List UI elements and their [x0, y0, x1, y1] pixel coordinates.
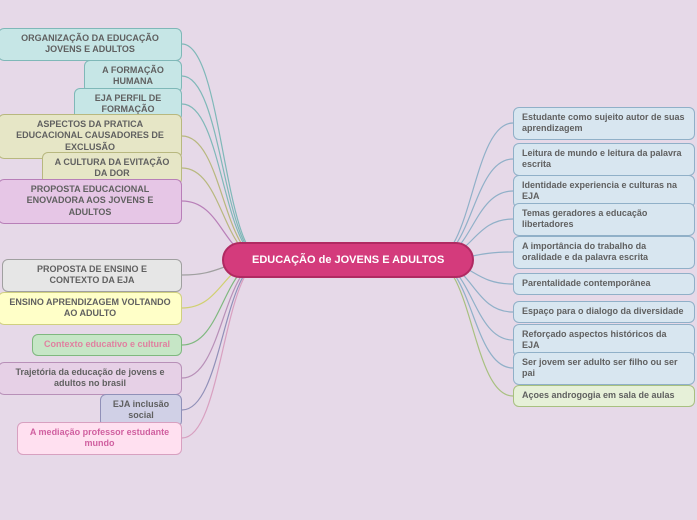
right-branch-5[interactable]: Parentalidade contemporânea: [513, 273, 695, 295]
center-topic[interactable]: EDUCAÇÃO de JOVENS E ADULTOS: [222, 242, 474, 278]
left-branch-7[interactable]: ENSINO APRENDIZAGEM VOLTANDO AO ADULTO: [0, 292, 182, 325]
left-branch-9[interactable]: Trajetória da educação de jovens e adult…: [0, 362, 182, 395]
left-branch-0[interactable]: ORGANIZAÇÃO DA EDUCAÇÃO JOVENS E ADULTOS: [0, 28, 182, 61]
right-branch-3[interactable]: Temas geradores a educação libertadores: [513, 203, 695, 236]
left-branch-8[interactable]: Contexto educativo e cultural: [32, 334, 182, 356]
right-branch-4[interactable]: A importância do trabalho da oralidade e…: [513, 236, 695, 269]
left-branch-11[interactable]: A mediação professor estudante mundo: [17, 422, 182, 455]
left-branch-6[interactable]: PROPOSTA DE ENSINO E CONTEXTO DA EJA: [2, 259, 182, 292]
right-branch-6[interactable]: Espaço para o dialogo da diversidade: [513, 301, 695, 323]
right-branch-9[interactable]: Açoes androgogia em sala de aulas: [513, 385, 695, 407]
left-branch-5[interactable]: PROPOSTA EDUCACIONAL ENOVADORA AOS JOVEN…: [0, 179, 182, 224]
right-branch-8[interactable]: Ser jovem ser adulto ser filho ou ser pa…: [513, 352, 695, 385]
right-branch-0[interactable]: Estudante como sujeito autor de suas apr…: [513, 107, 695, 140]
right-branch-1[interactable]: Leitura de mundo e leitura da palavra es…: [513, 143, 695, 176]
